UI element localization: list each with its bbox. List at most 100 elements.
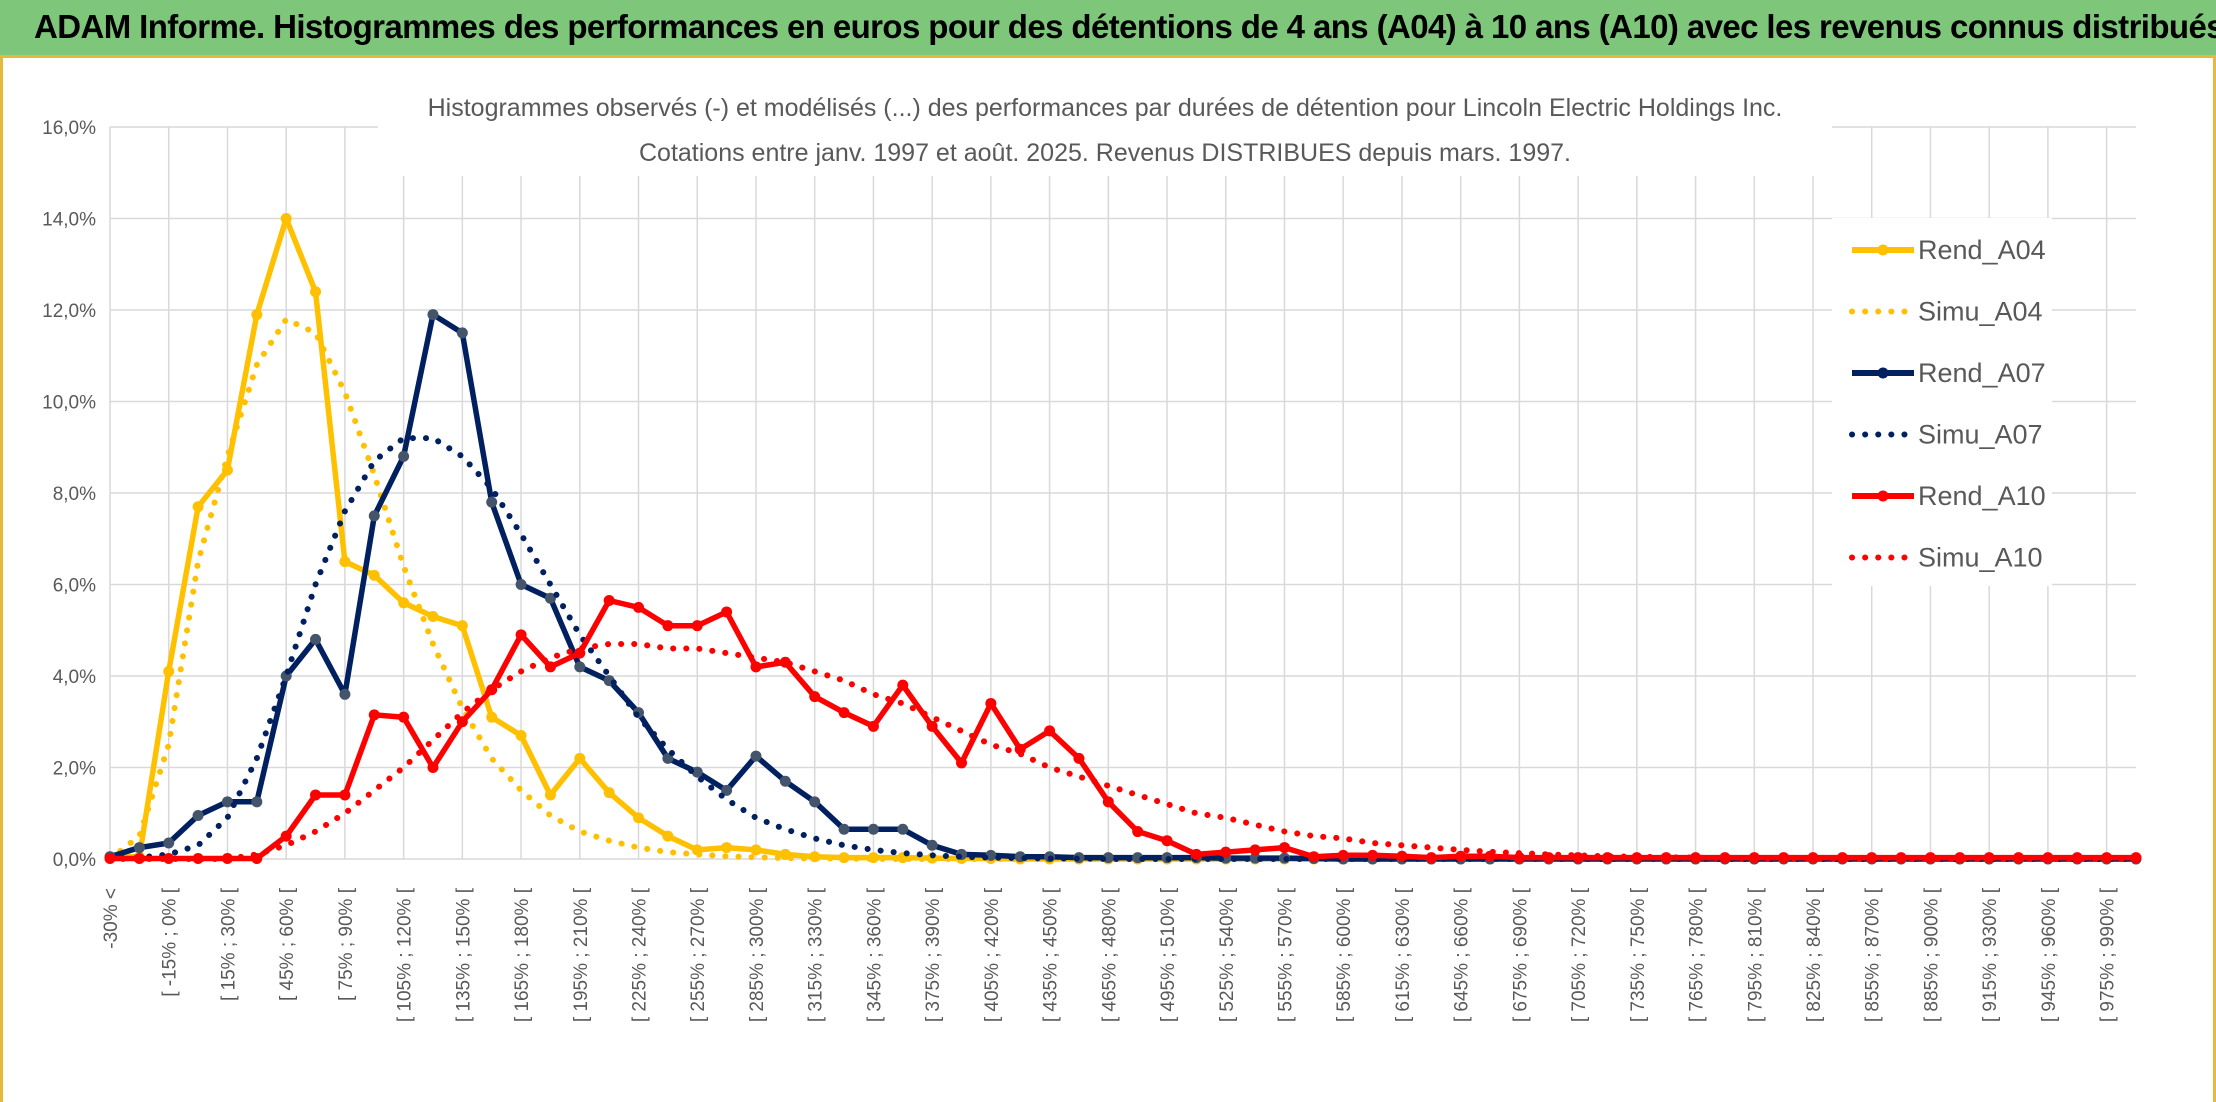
data-point-rend-a10 <box>809 691 821 703</box>
x-tick-label: [ 975% ; 990% [ <box>2098 887 2119 1022</box>
data-point-rend-a10 <box>838 707 850 719</box>
data-point-rend-a04 <box>456 620 468 632</box>
x-tick-label: [ 525% ; 540% [ <box>1217 887 1238 1022</box>
x-tick-label: [ 705% ; 720% [ <box>1569 887 1590 1022</box>
data-point-rend-a07 <box>897 823 909 835</box>
data-point-rend-a07 <box>427 309 439 321</box>
data-point-rend-a04 <box>368 569 380 581</box>
data-point-rend-a04 <box>515 729 527 741</box>
data-point-rend-a10 <box>1396 850 1408 862</box>
x-tick-label: [ 285% ; 300% [ <box>747 887 768 1022</box>
data-point-rend-a07 <box>779 775 791 787</box>
data-point-rend-a04 <box>163 665 175 677</box>
data-point-rend-a07 <box>838 823 850 835</box>
x-tick-label: [ 465% ; 480% [ <box>1099 887 1120 1022</box>
data-point-rend-a07 <box>691 766 703 778</box>
data-point-rend-a10 <box>721 606 733 618</box>
data-point-rend-a04 <box>486 711 498 723</box>
legend-rend-a07-label: Rend_A07 <box>1918 358 2046 388</box>
x-tick-label: [ 735% ; 750% [ <box>1628 887 1649 1022</box>
x-tick-label: [ 855% ; 870% [ <box>1863 887 1884 1022</box>
x-tick-label: [ 225% ; 240% [ <box>630 887 651 1022</box>
data-point-rend-a07 <box>398 450 410 462</box>
data-point-rend-a10 <box>897 679 909 691</box>
data-point-rend-a10 <box>662 620 674 632</box>
data-point-rend-a10 <box>515 629 527 641</box>
x-tick-label: [ 945% ; 960% [ <box>2039 887 2060 1022</box>
data-point-rend-a04 <box>574 752 586 764</box>
data-point-rend-a04 <box>603 787 615 799</box>
data-point-rend-a10 <box>339 789 351 801</box>
data-point-rend-a04 <box>662 830 674 842</box>
x-tick-label: [ 345% ; 360% [ <box>864 887 885 1022</box>
x-tick-label: [ 405% ; 420% [ <box>982 887 1003 1022</box>
y-tick-label: 0,0% <box>53 850 96 871</box>
legend-background <box>1832 218 2052 586</box>
data-point-rend-a10 <box>1572 852 1584 864</box>
data-point-rend-a10 <box>1102 796 1114 808</box>
data-point-rend-a10 <box>1807 852 1819 864</box>
legend-rend-a10-marker <box>1877 490 1889 502</box>
data-point-rend-a07 <box>486 496 498 508</box>
data-point-rend-a07 <box>133 842 145 854</box>
x-tick-label: [ 435% ; 450% [ <box>1041 887 1062 1022</box>
data-point-rend-a07 <box>544 592 556 604</box>
data-point-rend-a10 <box>1132 826 1144 838</box>
data-point-rend-a04 <box>398 597 410 609</box>
legend-simu-a07-label: Simu_A07 <box>1918 420 2043 450</box>
x-tick-label: [ 255% ; 270% [ <box>688 887 709 1022</box>
y-tick-label: 2,0% <box>53 759 96 780</box>
data-point-rend-a10 <box>1337 849 1349 861</box>
data-point-rend-a10 <box>750 661 762 673</box>
chart-title: Histogrammes observés (-) et modélisés (… <box>428 94 1783 122</box>
data-point-rend-a10 <box>427 762 439 773</box>
x-tick-label: [ 75% ; 90% [ <box>336 887 357 1001</box>
data-point-rend-a07 <box>221 796 233 808</box>
y-tick-label: 8,0% <box>53 484 96 505</box>
report-banner: ADAM Informe. Histogrammes des performan… <box>0 0 2216 58</box>
x-axis: -30% < [ -15% ; 0% [[ 15% ; 30% [[ 45% ; … <box>101 887 2119 1022</box>
x-tick-label: [ 315% ; 330% [ <box>806 887 827 1022</box>
y-axis: 0,0% 2,0% 4,0% 6,0% 8,0% 10,0% 12,0% 14,0% 16,0% <box>42 118 96 871</box>
data-point-rend-a04 <box>427 611 439 623</box>
data-point-rend-a07 <box>339 688 351 700</box>
data-point-rend-a04 <box>721 842 733 854</box>
y-tick-label: 14,0% <box>42 210 96 231</box>
grid-layer <box>109 126 2136 860</box>
data-point-rend-a10 <box>1425 852 1437 864</box>
data-point-rend-a10 <box>1220 846 1232 858</box>
data-point-rend-a10 <box>1455 850 1467 862</box>
data-point-rend-a04 <box>544 789 556 801</box>
data-point-rend-a10 <box>1044 725 1056 737</box>
x-tick-label: [ 795% ; 810% [ <box>1745 887 1766 1022</box>
legend-simu-a10-label: Simu_A10 <box>1918 543 2043 573</box>
x-tick-label: [ 915% ; 930% [ <box>1980 887 2001 1022</box>
series-line-rend-a10 <box>110 597 2136 862</box>
data-point-rend-a07 <box>515 579 527 590</box>
x-tick-label: [ 585% ; 600% [ <box>1334 887 1355 1022</box>
x-tick-label: [ 195% ; 210% [ <box>571 887 592 1022</box>
x-tick-label: [ 615% ; 630% [ <box>1393 887 1414 1022</box>
data-point-rend-a07 <box>867 823 879 835</box>
x-tick-label: [ -15% ; 0% [ <box>160 887 181 996</box>
data-point-rend-a04 <box>192 501 204 513</box>
x-tick-label: [ 375% ; 390% [ <box>923 887 944 1022</box>
x-tick-label: [ 675% ; 690% [ <box>1510 887 1531 1022</box>
data-point-rend-a04 <box>633 812 645 824</box>
data-point-rend-a10 <box>926 720 938 732</box>
y-tick-label: 6,0% <box>53 576 96 597</box>
data-point-rend-a07 <box>251 796 263 808</box>
x-tick-label: [ 105% ; 120% [ <box>395 887 416 1022</box>
x-tick-label: [ 45% ; 60% [ <box>277 887 298 1001</box>
x-tick-label: [ 885% ; 900% [ <box>1921 887 1942 1022</box>
data-point-rend-a10 <box>956 757 968 769</box>
chart-frame <box>0 58 2216 1102</box>
data-point-rend-a07 <box>163 837 175 849</box>
data-point-rend-a10 <box>1278 842 1290 854</box>
x-tick-label: [ 765% ; 780% [ <box>1687 887 1708 1022</box>
data-point-rend-a10 <box>1924 852 1936 864</box>
series-line-simu-a10 <box>107 641 2139 862</box>
x-tick-label: [ 645% ; 660% [ <box>1452 887 1473 1022</box>
data-point-rend-a07 <box>192 810 204 822</box>
